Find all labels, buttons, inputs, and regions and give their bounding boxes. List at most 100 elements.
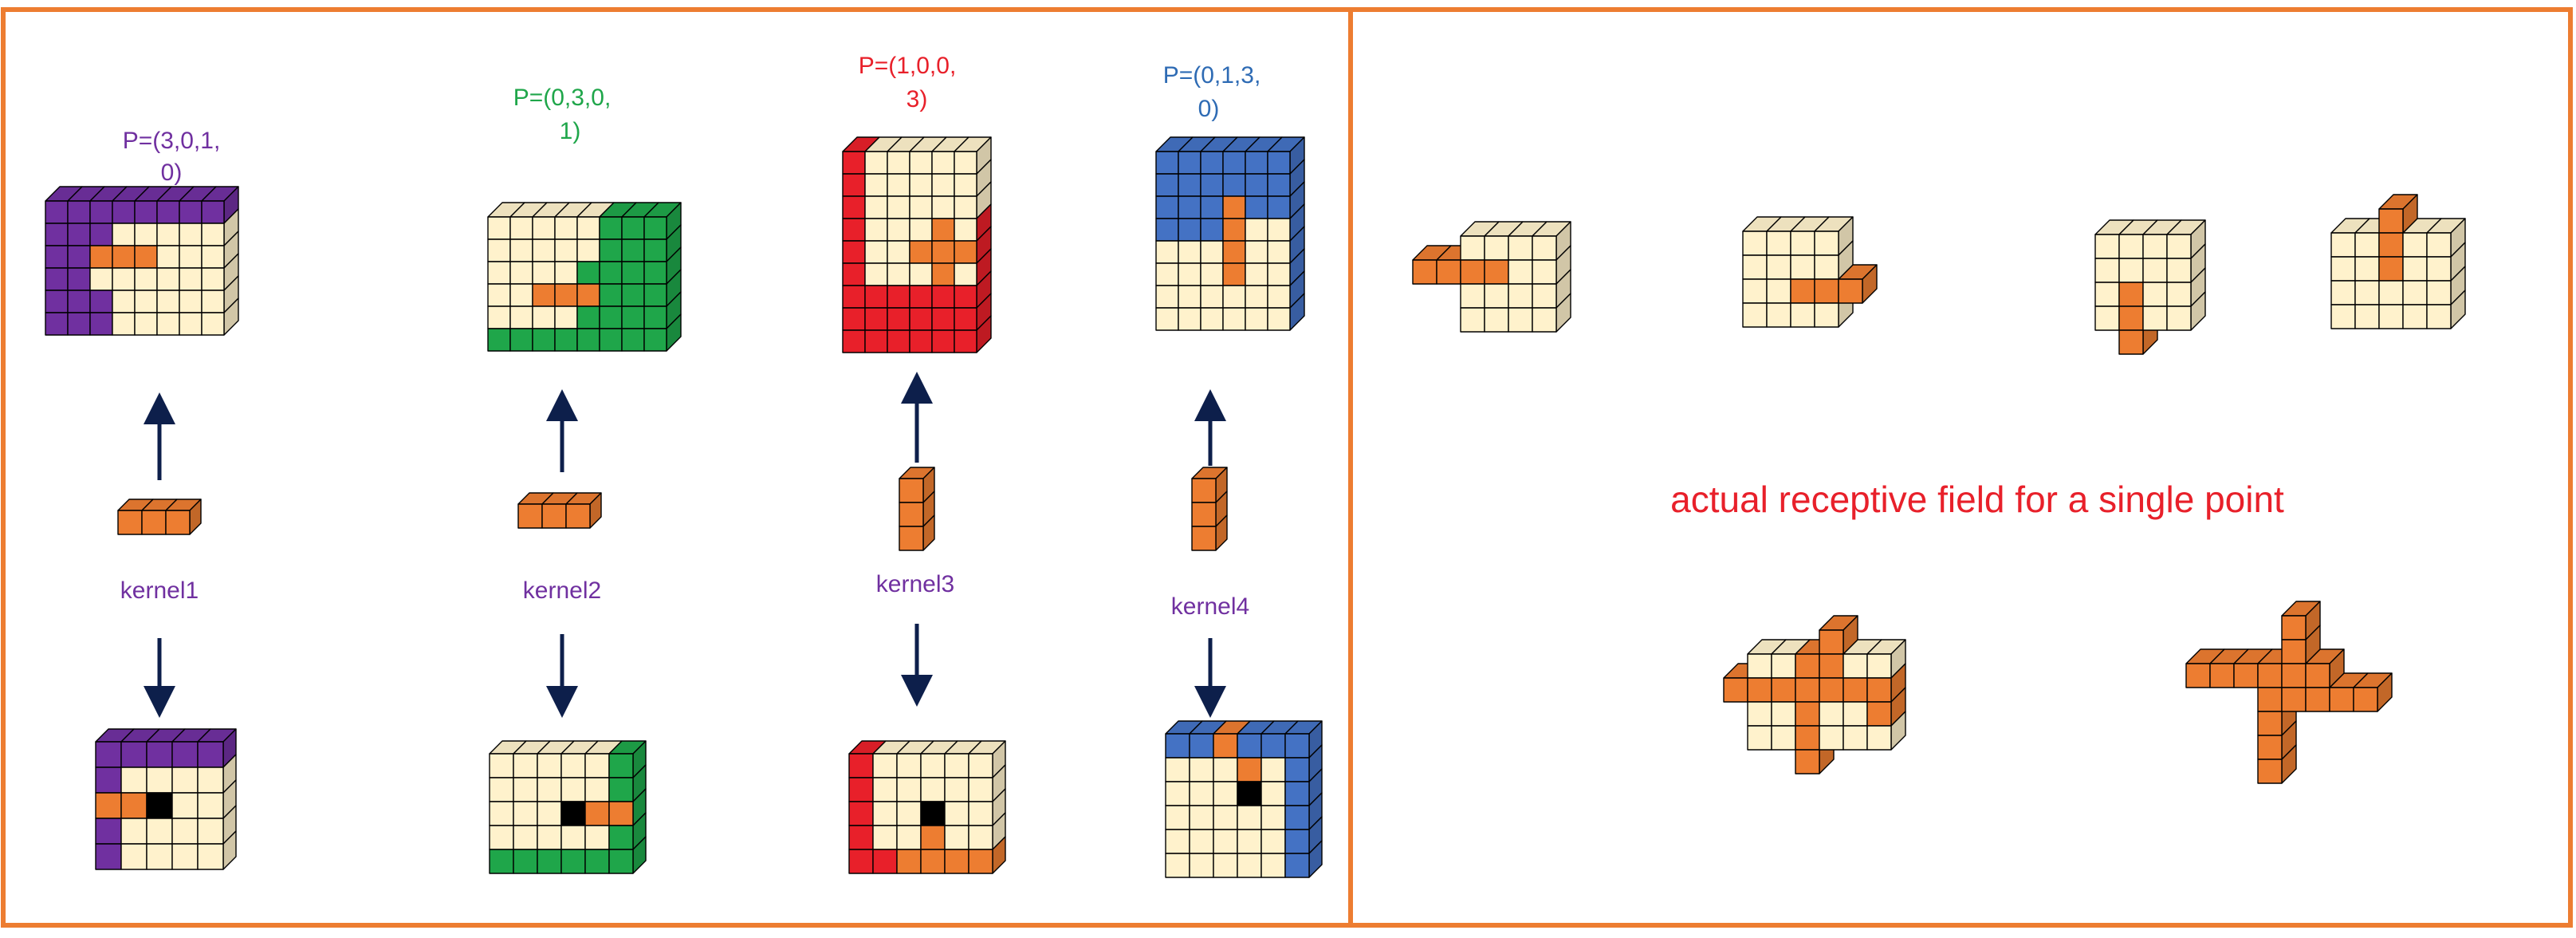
col1-top-slab-cell bbox=[45, 312, 69, 336]
col1-bottom-slab-cell bbox=[120, 741, 147, 768]
col3-top-slab-cell bbox=[864, 173, 888, 197]
col1-top-slab-cell bbox=[156, 312, 180, 336]
col2-top-slab-cell bbox=[532, 328, 556, 352]
kernel1-block-cell bbox=[117, 510, 143, 535]
rf4-slab-cell bbox=[2426, 256, 2452, 282]
col1-bottom-slab-cell bbox=[171, 843, 199, 870]
col3-top-slab-cell bbox=[887, 262, 910, 286]
col1-bottom-slab-cell bbox=[120, 767, 147, 794]
col1-bottom-slab-cell bbox=[146, 792, 173, 819]
rf2-slab-cell bbox=[1766, 278, 1791, 304]
rf5-slab-cell bbox=[1747, 725, 1772, 751]
col4-top-slab-cell bbox=[1155, 307, 1179, 331]
col1-top-slab-cell bbox=[156, 290, 180, 313]
rf5-slab-cell bbox=[1747, 701, 1772, 727]
col4-bottom-slab-cell bbox=[1189, 829, 1214, 854]
col1-top-slab-cell bbox=[45, 245, 69, 269]
col4-bottom-slab-cell bbox=[1260, 733, 1286, 759]
rf3-slab bbox=[2094, 219, 2206, 355]
col1-top-slab-cell bbox=[134, 223, 158, 246]
col4-bottom-slab-cell bbox=[1284, 853, 1310, 878]
col2-top-slab-cell bbox=[599, 216, 623, 240]
rf4-slab-cell bbox=[2330, 280, 2356, 305]
col4-top-slab-cell bbox=[1222, 285, 1246, 309]
col1-top-slab-cell bbox=[112, 290, 136, 313]
col2-top-slab-cell bbox=[576, 216, 600, 240]
rf6-slab-cell bbox=[2305, 663, 2330, 688]
col4-top-slab-cell bbox=[1222, 307, 1246, 331]
col1-top-slab-cell bbox=[134, 290, 158, 313]
col4-bottom-slab-cell bbox=[1284, 733, 1310, 759]
col3-top-slab-cell bbox=[864, 218, 888, 242]
col3-bottom-slab-cell bbox=[848, 849, 874, 874]
col3-bottom-slab-cell bbox=[920, 849, 946, 874]
col2-top-slab-cell bbox=[532, 216, 556, 240]
kernel2-block-cell bbox=[541, 503, 567, 529]
col2-top-slab-cell bbox=[576, 283, 600, 307]
rf5-slab-cell bbox=[1866, 725, 1892, 751]
col4-top-slab-cell bbox=[1200, 195, 1224, 219]
col3-top-slab-cell bbox=[909, 173, 933, 197]
rf5-slab-cell bbox=[1843, 677, 1868, 703]
rf3-slab-cell bbox=[2118, 329, 2144, 355]
col1-bottom-slab-cell bbox=[197, 843, 224, 870]
col3-top-slab-cell bbox=[887, 240, 910, 264]
rf1-slab-cell bbox=[1460, 283, 1485, 309]
col1-bottom-slab-cell bbox=[95, 741, 122, 768]
col4-top-slab-cell bbox=[1222, 195, 1246, 219]
col1-top-slab-cell bbox=[45, 200, 69, 224]
col1-top-slab-cell bbox=[112, 223, 136, 246]
col1-top-slab-cell bbox=[179, 312, 203, 336]
rf5-slab-cell bbox=[1819, 629, 1844, 655]
col2-top-slab-cell bbox=[643, 261, 667, 285]
rf4-slab-cell bbox=[2378, 280, 2404, 305]
kernel4-block-cell bbox=[1191, 526, 1217, 551]
arrows-layer bbox=[144, 372, 1226, 718]
col3-top-slab bbox=[842, 136, 992, 353]
rf3-slab-cell bbox=[2166, 305, 2192, 331]
col2-bottom-slab-cell bbox=[584, 825, 610, 850]
col2-top-slab-cell bbox=[599, 305, 623, 329]
rf5-slab-cell bbox=[1795, 653, 1820, 679]
col2-bottom-slab-cell bbox=[513, 801, 538, 826]
rf4-slab-cell bbox=[2330, 256, 2356, 282]
col3-top-slab-cell bbox=[931, 195, 955, 219]
col4-bottom-slab-cell bbox=[1213, 829, 1238, 854]
col4-top-slab-cell bbox=[1178, 173, 1201, 197]
col1-top-slab-cell bbox=[89, 223, 113, 246]
col1-bottom-slab-cell bbox=[95, 767, 122, 794]
col2-bottom-slab-cell bbox=[584, 753, 610, 778]
receptive-field-caption: actual receptive field for a single poin… bbox=[1670, 479, 2284, 520]
rf6-slab-cell bbox=[2185, 663, 2211, 688]
rf4-slab-cell bbox=[2378, 256, 2404, 282]
rf1-slab-cell bbox=[1436, 259, 1461, 285]
rf2-slab-cell bbox=[1742, 231, 1768, 256]
col2-top-slab-cell bbox=[621, 261, 645, 285]
col1-bottom-slab-cell bbox=[146, 818, 173, 845]
col3-top-slab-cell bbox=[864, 262, 888, 286]
col4-top-slab-cell bbox=[1222, 240, 1246, 264]
col1-bottom-slab-cell bbox=[95, 843, 122, 870]
col3-bottom-slab-cell bbox=[896, 801, 922, 826]
col3-top-slab-cell bbox=[887, 151, 910, 175]
col2-bottom-slab-cell bbox=[560, 753, 586, 778]
col4-top-slab-cell bbox=[1155, 262, 1179, 286]
col2-top-slab-cell bbox=[576, 305, 600, 329]
rf3-slab-cell bbox=[2094, 234, 2120, 259]
col4-bottom-slab-cell bbox=[1260, 757, 1286, 782]
rf5-slab-cell bbox=[1795, 725, 1820, 751]
rf6-slab-cell bbox=[2281, 663, 2307, 688]
rf3-slab-cell bbox=[2142, 234, 2168, 259]
col1-bottom-slab-cell bbox=[120, 843, 147, 870]
col2-top-slab-cell bbox=[509, 216, 533, 240]
rf4-slab-cell bbox=[2426, 232, 2452, 258]
col2-bottom-slab-cell bbox=[513, 753, 538, 778]
col3-top-slab-cell bbox=[842, 262, 866, 286]
col1-bottom-slab-cell bbox=[95, 792, 122, 819]
col1-top-slab-cell bbox=[201, 267, 225, 291]
col3-bottom-slab-cell bbox=[968, 777, 993, 802]
rf2-slab-cell bbox=[1814, 278, 1839, 304]
right-panel-frame bbox=[1348, 7, 2573, 928]
col1-top-slab-cell bbox=[134, 245, 158, 269]
kernel2-block bbox=[517, 492, 602, 529]
